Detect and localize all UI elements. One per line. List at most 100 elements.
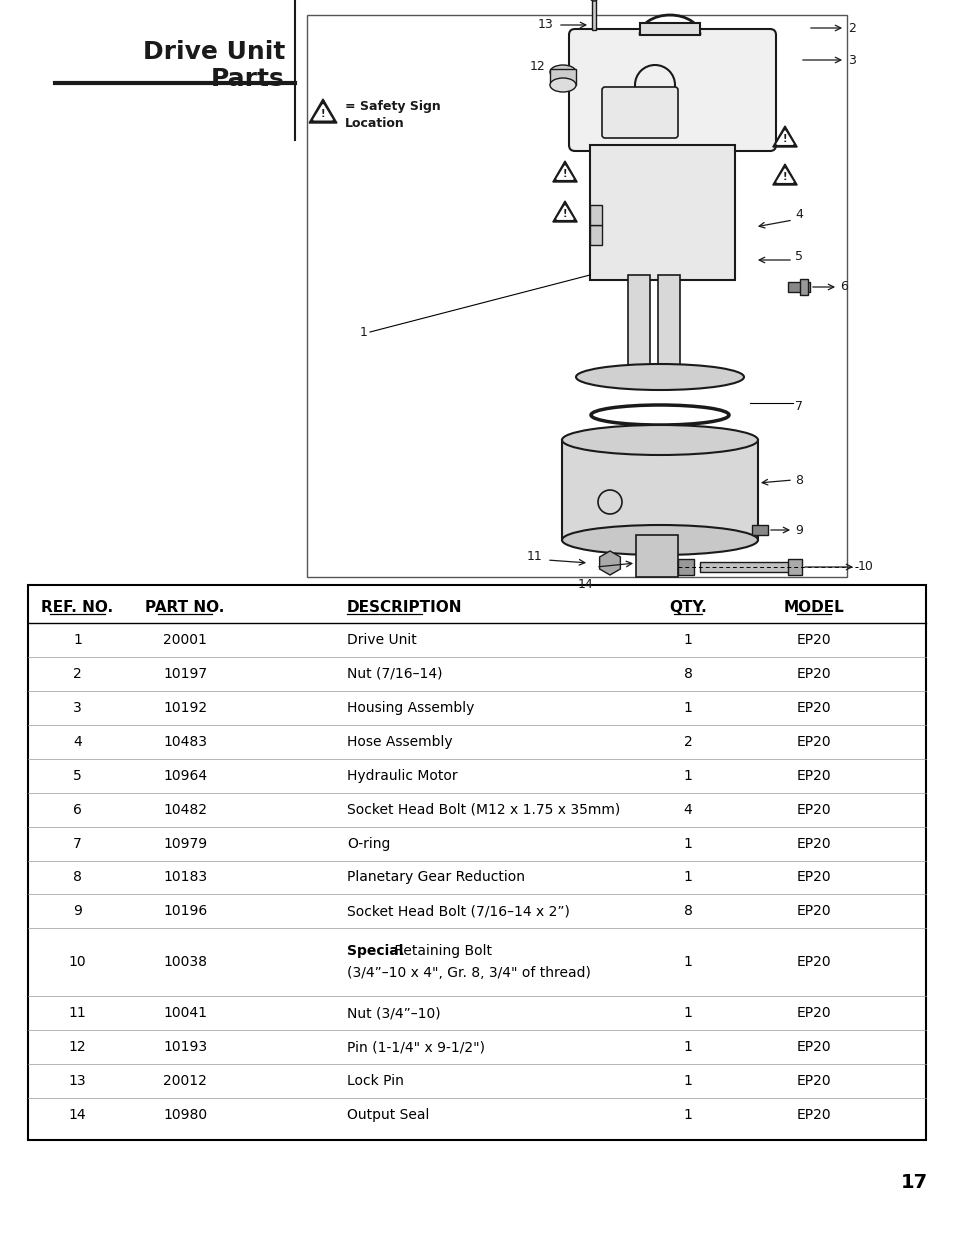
Text: Lock Pin: Lock Pin <box>347 1074 403 1088</box>
Text: 17: 17 <box>900 1173 927 1193</box>
Text: 10197: 10197 <box>163 667 207 680</box>
Text: Nut (7/16–14): Nut (7/16–14) <box>347 667 442 680</box>
Text: O-ring: O-ring <box>347 836 390 851</box>
Text: Housing Assembly: Housing Assembly <box>347 700 474 715</box>
Text: 14: 14 <box>69 1108 86 1123</box>
Polygon shape <box>557 206 573 219</box>
Bar <box>589 225 601 245</box>
Text: EP20: EP20 <box>796 735 830 748</box>
Text: EP20: EP20 <box>796 1108 830 1123</box>
Text: EP20: EP20 <box>796 904 830 919</box>
Bar <box>550 69 576 85</box>
Text: 10183: 10183 <box>163 871 207 884</box>
Text: Socket Head Bolt (M12 x 1.75 x 35mm): Socket Head Bolt (M12 x 1.75 x 35mm) <box>347 803 619 816</box>
Bar <box>592 0 596 30</box>
Text: EP20: EP20 <box>796 1074 830 1088</box>
Ellipse shape <box>550 65 576 79</box>
Text: Hose Assembly: Hose Assembly <box>347 735 452 748</box>
Text: 20001: 20001 <box>163 634 207 647</box>
Ellipse shape <box>561 425 758 454</box>
Text: 8: 8 <box>683 904 692 919</box>
Text: 1: 1 <box>683 956 692 969</box>
Text: 1: 1 <box>683 1007 692 1020</box>
Text: 8: 8 <box>72 871 82 884</box>
Text: 13: 13 <box>537 19 553 32</box>
Polygon shape <box>552 201 577 222</box>
Text: 10193: 10193 <box>163 1040 207 1055</box>
Text: MODEL: MODEL <box>782 599 843 615</box>
Text: REF. NO.: REF. NO. <box>41 599 113 615</box>
Text: 7: 7 <box>73 836 82 851</box>
Polygon shape <box>557 165 573 179</box>
Text: !: ! <box>781 133 786 144</box>
Text: DESCRIPTION: DESCRIPTION <box>347 599 462 615</box>
Polygon shape <box>314 105 332 120</box>
Bar <box>639 23 700 35</box>
Text: Drive Unit: Drive Unit <box>143 40 285 64</box>
Text: 12: 12 <box>530 61 545 74</box>
Text: EP20: EP20 <box>796 871 830 884</box>
Bar <box>589 144 734 280</box>
Text: !: ! <box>320 109 325 119</box>
Text: (3/4”–10 x 4", Gr. 8, 3/4" of thread): (3/4”–10 x 4", Gr. 8, 3/4" of thread) <box>347 966 590 981</box>
Polygon shape <box>776 131 792 144</box>
Text: 10482: 10482 <box>163 803 207 816</box>
Ellipse shape <box>561 525 758 555</box>
Text: Socket Head Bolt (7/16–14 x 2”): Socket Head Bolt (7/16–14 x 2”) <box>347 904 569 919</box>
Text: 8: 8 <box>794 473 802 487</box>
FancyBboxPatch shape <box>601 86 678 138</box>
Bar <box>636 535 678 577</box>
Text: PART NO.: PART NO. <box>145 599 225 615</box>
Polygon shape <box>772 164 797 185</box>
Text: !: ! <box>781 172 786 182</box>
Text: Planetary Gear Reduction: Planetary Gear Reduction <box>347 871 524 884</box>
Text: QTY.: QTY. <box>668 599 706 615</box>
Text: 6: 6 <box>840 280 847 294</box>
Text: 12: 12 <box>69 1040 86 1055</box>
Text: 7: 7 <box>794 400 802 414</box>
Text: 9: 9 <box>72 904 82 919</box>
Text: 1: 1 <box>683 1040 692 1055</box>
Text: Parts: Parts <box>211 67 285 91</box>
Bar <box>787 559 801 576</box>
Text: 10964: 10964 <box>163 768 207 783</box>
Text: 1: 1 <box>359 326 368 340</box>
Text: 10483: 10483 <box>163 735 207 748</box>
Text: 9: 9 <box>794 524 802 536</box>
Text: 1: 1 <box>72 634 82 647</box>
Text: EP20: EP20 <box>796 700 830 715</box>
Text: 6: 6 <box>72 803 82 816</box>
Text: 10196: 10196 <box>163 904 207 919</box>
Text: 4: 4 <box>683 803 692 816</box>
Text: 4: 4 <box>73 735 82 748</box>
Bar <box>627 275 649 375</box>
Text: 1: 1 <box>683 836 692 851</box>
Bar <box>678 559 693 576</box>
Bar <box>307 15 846 577</box>
Text: 10979: 10979 <box>163 836 207 851</box>
Text: Special: Special <box>347 945 403 958</box>
Bar <box>561 440 758 540</box>
Text: Output Seal: Output Seal <box>347 1108 429 1123</box>
Text: EP20: EP20 <box>796 667 830 680</box>
Text: !: ! <box>562 169 567 179</box>
Text: EP20: EP20 <box>796 634 830 647</box>
Text: Hydraulic Motor: Hydraulic Motor <box>347 768 456 783</box>
Text: EP20: EP20 <box>796 1007 830 1020</box>
Polygon shape <box>552 161 577 182</box>
Text: 10038: 10038 <box>163 956 207 969</box>
Bar <box>28 585 925 1140</box>
Text: 2: 2 <box>847 21 855 35</box>
FancyBboxPatch shape <box>568 28 775 151</box>
Text: 2: 2 <box>683 735 692 748</box>
Text: 14: 14 <box>578 578 593 592</box>
Bar <box>751 525 767 535</box>
Text: 10192: 10192 <box>163 700 207 715</box>
Polygon shape <box>309 99 336 124</box>
Text: EP20: EP20 <box>796 803 830 816</box>
Text: Drive Unit: Drive Unit <box>347 634 416 647</box>
Text: 1: 1 <box>683 634 692 647</box>
Text: 3: 3 <box>847 53 855 67</box>
Text: 10980: 10980 <box>163 1108 207 1123</box>
Text: 1: 1 <box>683 768 692 783</box>
